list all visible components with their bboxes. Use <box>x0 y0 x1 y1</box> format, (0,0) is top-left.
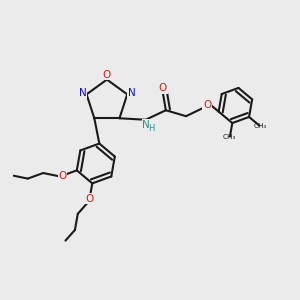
Text: H: H <box>148 124 155 133</box>
Text: N: N <box>142 120 150 130</box>
Text: O: O <box>85 194 94 204</box>
Text: CH₃: CH₃ <box>254 123 267 129</box>
Text: O: O <box>159 83 167 93</box>
Text: O: O <box>58 171 66 181</box>
Text: O: O <box>103 70 111 80</box>
Text: N: N <box>128 88 135 98</box>
Text: O: O <box>203 100 211 110</box>
Text: CH₃: CH₃ <box>223 134 236 140</box>
Text: N: N <box>79 88 86 98</box>
